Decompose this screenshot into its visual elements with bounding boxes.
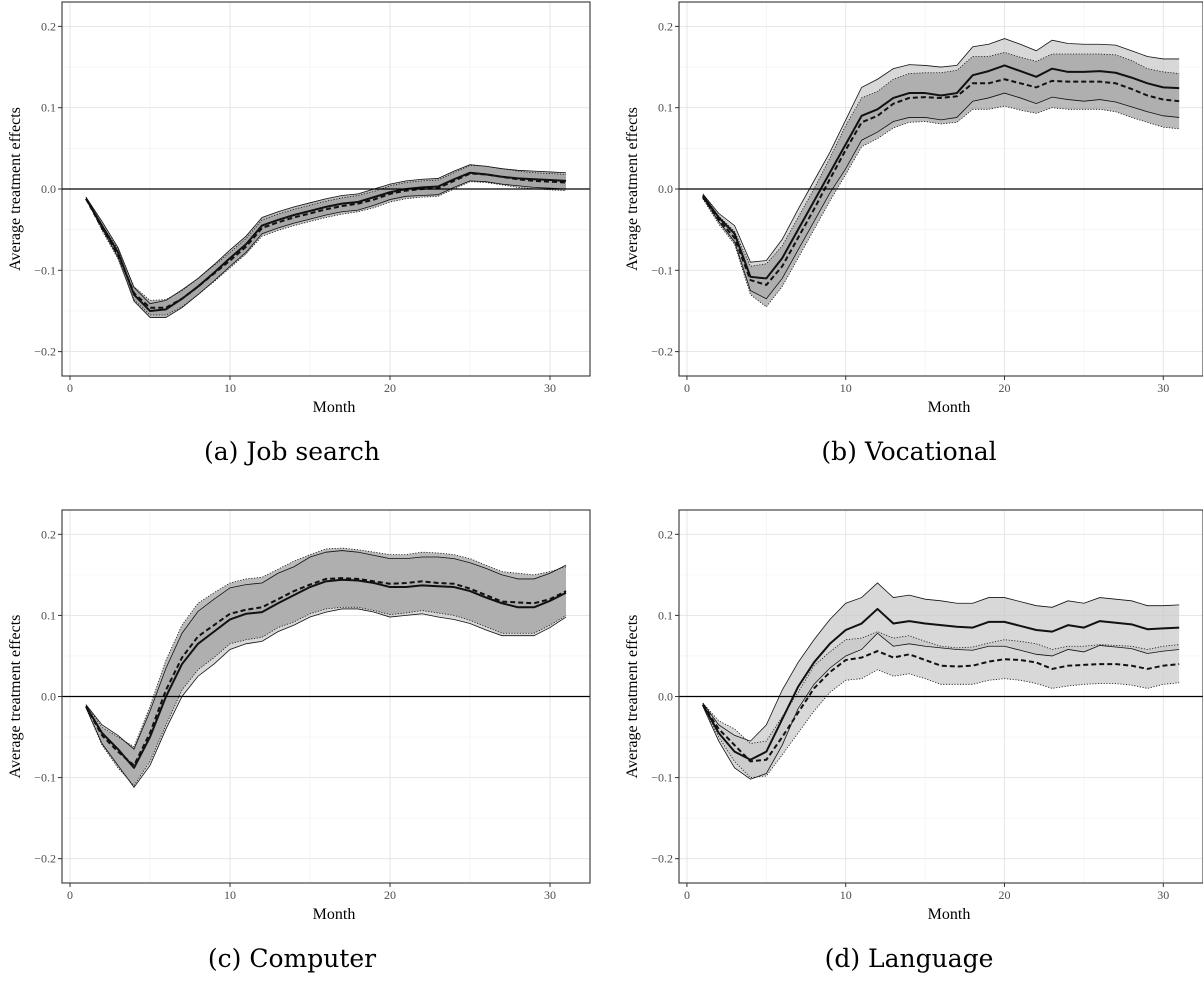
y-tick-label: 0.2: [41, 19, 56, 33]
y-tick-label: 0.1: [41, 608, 56, 622]
x-tick-label: 20: [384, 381, 396, 395]
x-axis-title: Month: [313, 399, 356, 416]
panel-caption: (a) Job search: [204, 437, 380, 466]
plot-area: [701, 582, 1180, 780]
x-tick-label: 0: [684, 888, 690, 902]
plot-area: [85, 164, 567, 318]
x-tick-label: 20: [999, 381, 1011, 395]
y-tick-label: 0.1: [658, 101, 673, 115]
series-line-solid: [702, 64, 1180, 280]
band-1-upper-border: [85, 550, 567, 750]
panel-caption: (d) Language: [825, 944, 994, 973]
series-line-dashed: [85, 577, 567, 767]
panel-1: −0.2 −0.1 0.0 0.1 0.2 0 10 20 30 Month Average tre…: [7, 1, 591, 466]
confidence-band-1: [702, 582, 1180, 780]
series-line-solid: [701, 607, 1180, 761]
y-tick-label: 0.2: [658, 527, 673, 541]
y-axis-title: Average treatment effects: [624, 615, 641, 779]
y-tick-label: −0.2: [34, 852, 56, 866]
panel-4: −0.2 −0.1 0.0 0.1 0.2 0 10 20 30 Month Average tre…: [624, 509, 1203, 973]
band-1-lower-border: [85, 180, 567, 318]
band-2-upper-border: [85, 165, 567, 301]
y-tick-label: −0.1: [651, 263, 673, 277]
x-tick-label: 10: [224, 888, 236, 902]
y-tick-label: 0.1: [41, 101, 56, 115]
band-2-lower-border: [85, 606, 567, 787]
x-tick-label: 20: [384, 888, 396, 902]
band-1-lower-border: [702, 632, 1180, 780]
x-tick-label: 0: [67, 888, 73, 902]
x-tick-label: 20: [999, 888, 1011, 902]
band-2-upper-border: [702, 51, 1180, 267]
y-tick-label: −0.2: [651, 345, 673, 359]
x-tick-label: 30: [1157, 381, 1169, 395]
y-axis-title: Average treatment effects: [624, 107, 641, 271]
y-axis-title: Average treatment effects: [7, 107, 24, 271]
x-tick-label: 10: [224, 381, 236, 395]
series-line-dashed: [701, 650, 1180, 763]
y-tick-label: −0.2: [34, 345, 56, 359]
panel-3: −0.2 −0.1 0.0 0.1 0.2 0 10 20 30 Month Average tre…: [7, 509, 591, 973]
x-tick-label: 30: [1157, 888, 1169, 902]
y-tick-label: −0.2: [651, 852, 673, 866]
x-tick-label: 10: [840, 888, 852, 902]
x-tick-label: 30: [544, 381, 556, 395]
panel-caption: (b) Vocational: [821, 437, 996, 466]
x-axis-title: Month: [313, 906, 356, 923]
y-tick-label: −0.1: [34, 263, 56, 277]
y-tick-label: −0.1: [34, 771, 56, 785]
panel-2: −0.2 −0.1 0.0 0.1 0.2 0 10 20 30 Month Average tre…: [624, 1, 1203, 466]
plot-area: [701, 38, 1180, 308]
band-1-upper-border: [702, 582, 1180, 742]
series-line-solid: [85, 171, 567, 312]
x-tick-label: 30: [544, 888, 556, 902]
band-2-lower-border: [702, 669, 1180, 779]
y-tick-label: −0.1: [651, 771, 673, 785]
y-axis-title: Average treatment effects: [7, 615, 24, 779]
band-1-lower-border: [702, 92, 1180, 300]
panel-caption: (c) Computer: [208, 944, 376, 973]
x-axis-title: Month: [928, 399, 971, 416]
confidence-band-2: [86, 548, 566, 786]
band-2-upper-border: [702, 631, 1180, 744]
confidence-band-2: [86, 165, 566, 316]
x-tick-label: 0: [684, 381, 690, 395]
series-line-dashed: [701, 78, 1180, 286]
y-tick-label: 0.0: [658, 182, 673, 196]
x-tick-label: 10: [840, 381, 852, 395]
y-tick-label: 0.0: [41, 182, 56, 196]
x-tick-label: 0: [67, 381, 73, 395]
band-2-lower-border: [702, 105, 1180, 308]
band-1-upper-border: [702, 38, 1180, 263]
band-2-upper-border: [85, 547, 567, 748]
band-1-lower-border: [85, 608, 567, 788]
plot-area: [85, 547, 567, 788]
y-tick-label: 0.0: [658, 690, 673, 704]
y-tick-label: 0.2: [41, 527, 56, 541]
y-tick-label: 0.0: [41, 690, 56, 704]
y-tick-label: 0.1: [658, 608, 673, 622]
y-tick-label: 0.2: [658, 19, 673, 33]
x-axis-title: Month: [928, 906, 971, 923]
band-2-lower-border: [85, 181, 567, 316]
